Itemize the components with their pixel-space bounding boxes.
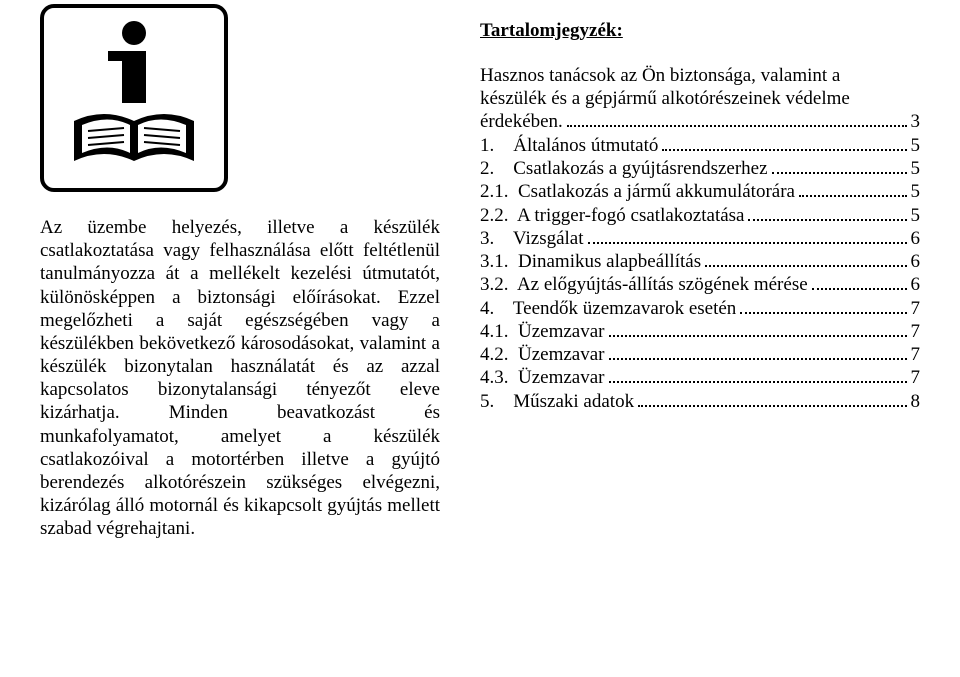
toc-label: 5. Műszaki adatok [480,390,634,413]
toc-label: 4. Teendők üzemzavarok esetén [480,297,736,320]
toc-label: 3. Vizsgálat [480,227,584,250]
toc-label: 3.2. Az előgyújtás-állítás szögének méré… [480,273,808,296]
toc-page: 5 [911,204,921,227]
toc-page: 5 [911,134,921,157]
toc-intro-line-0: Hasznos tanácsok az Ön biztonsága, valam… [480,64,920,87]
toc-page: 3 [911,110,921,133]
toc-dots [609,366,907,383]
toc-dots [812,273,907,290]
toc-line: 3.1. Dinamikus alapbeállítás 6 [480,250,920,273]
toc-dots [705,250,906,267]
toc-line: érdekében. 3 [480,110,920,133]
toc-list: érdekében. 31. Általános útmutató 52. Cs… [480,110,920,412]
toc-dots [662,134,906,151]
left-column: Az üzembe helyezés, illetve a készülék c… [40,0,480,657]
toc-heading: Tartalomjegyzék: [480,20,920,42]
toc-page: 7 [911,343,921,366]
toc-line: 4.3. Üzemzavar 7 [480,366,920,389]
toc-dots [609,343,907,360]
toc-dots [799,180,907,197]
toc-line: 4.1. Üzemzavar 7 [480,320,920,343]
toc-line: 2.1. Csatlakozás a jármű akkumulátorára … [480,180,920,203]
toc-dots [638,390,906,407]
toc-page: 5 [911,180,921,203]
toc-label: 3.1. Dinamikus alapbeállítás [480,250,701,273]
intro-paragraph: Az üzembe helyezés, illetve a készülék c… [40,216,440,540]
toc-page: 8 [911,390,921,413]
toc-label: 4.2. Üzemzavar [480,343,605,366]
toc-line: 3. Vizsgálat 6 [480,227,920,250]
toc-dots [740,296,906,313]
toc-dots [748,203,906,220]
toc-page: 7 [911,297,921,320]
toc-label: 2.2. A trigger-fogó csatlakoztatása [480,204,744,227]
page-root: Az üzembe helyezés, illetve a készülék c… [0,0,960,677]
toc-line: 5. Műszaki adatok 8 [480,390,920,413]
toc-page: 6 [911,227,921,250]
info-book-icon [64,21,204,176]
toc-label: 4.3. Üzemzavar [480,366,605,389]
toc-line: 4.2. Üzemzavar 7 [480,343,920,366]
toc-page: 6 [911,273,921,296]
toc-label: 2.1. Csatlakozás a jármű akkumulátorára [480,180,795,203]
toc-line: 2.2. A trigger-fogó csatlakoztatása 5 [480,203,920,226]
right-column: Tartalomjegyzék: Hasznos tanácsok az Ön … [480,0,920,657]
toc-page: 7 [911,366,921,389]
toc-line: 1. Általános útmutató 5 [480,134,920,157]
toc-line: 4. Teendők üzemzavarok esetén 7 [480,296,920,319]
toc-label: 4.1. Üzemzavar [480,320,605,343]
toc-label: 1. Általános útmutató [480,134,658,157]
toc-label: érdekében. [480,110,563,133]
toc-page: 7 [911,320,921,343]
toc-intro-line-1: készülék és a gépjármű alkotórészeinek v… [480,87,920,110]
toc-page: 6 [911,250,921,273]
toc-label: 2. Csatlakozás a gyújtásrendszerhez [480,157,768,180]
toc-page: 5 [911,157,921,180]
toc-dots [588,227,907,244]
toc-dots [609,320,907,337]
toc-line: 3.2. Az előgyújtás-állítás szögének méré… [480,273,920,296]
toc-line: 2. Csatlakozás a gyújtásrendszerhez 5 [480,157,920,180]
toc-dots [772,157,907,174]
info-icon-box [40,4,228,192]
toc-dots [567,110,907,127]
